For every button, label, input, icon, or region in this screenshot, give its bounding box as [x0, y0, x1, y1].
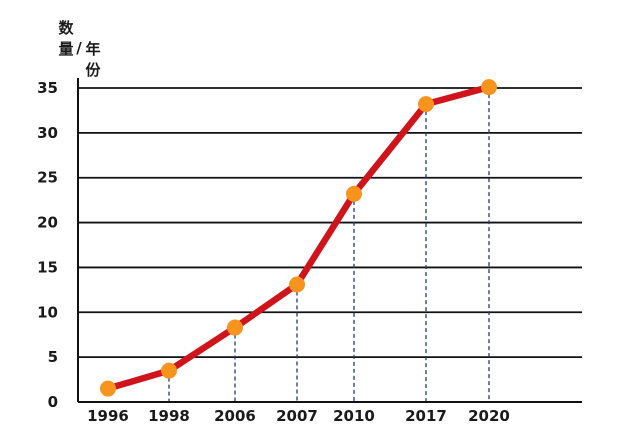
y-tick-label: 0	[48, 393, 58, 411]
data-point	[100, 380, 116, 397]
data-points	[100, 79, 497, 397]
data-point	[418, 96, 434, 113]
x-tick-label: 2017	[405, 407, 447, 425]
y-tick-label: 15	[37, 258, 58, 276]
x-tick-label: 2007	[276, 407, 318, 425]
x-tick-label: 2010	[333, 407, 375, 425]
y-tick-label: 20	[37, 214, 58, 232]
x-tick-label: 2006	[214, 407, 256, 425]
y-tick-label: 35	[37, 79, 58, 97]
x-tick-label: 1996	[87, 407, 129, 425]
data-point	[481, 79, 497, 96]
x-tick-label: 1998	[148, 407, 190, 425]
data-point	[289, 276, 305, 293]
grid-lines	[78, 87, 582, 359]
x-tick-label: 2020	[468, 407, 510, 425]
y-axis-label-char: 年	[85, 40, 100, 58]
y-axis-label-char: /	[76, 39, 82, 57]
x-tick-labels: 1996 1998 2006 2007 2010 2017 2020	[87, 407, 510, 425]
y-axis-label-char: 份	[85, 61, 101, 79]
y-tick-label: 5	[48, 348, 58, 366]
data-point	[227, 319, 243, 336]
y-tick-label: 10	[37, 303, 58, 321]
axes	[77, 78, 582, 403]
y-axis-label-char: 数	[58, 19, 74, 37]
data-point	[161, 362, 177, 379]
data-point	[346, 185, 362, 202]
y-tick-label: 25	[37, 169, 58, 187]
y-axis-label: 数量 / 年份	[58, 19, 101, 79]
drop-lines	[168, 87, 490, 402]
y-axis-label-char: 量	[58, 40, 73, 58]
y-tick-label: 30	[37, 124, 58, 142]
y-tick-labels: 0 5 10 15 20 25 30 35	[37, 79, 58, 411]
